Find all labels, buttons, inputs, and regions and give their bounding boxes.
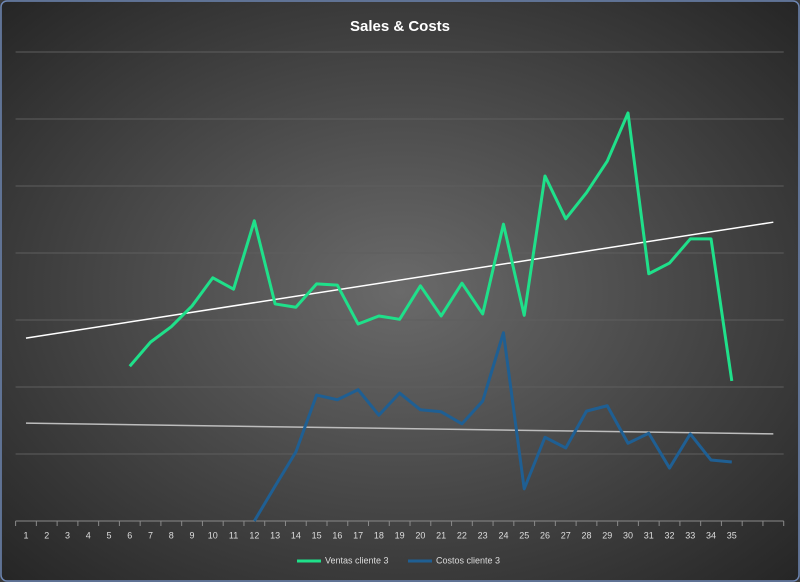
- legend-label: Ventas cliente 3: [325, 555, 389, 565]
- x-tick-label: 18: [374, 530, 384, 540]
- x-tick-label: 14: [291, 530, 301, 540]
- x-tick-label: 11: [229, 530, 238, 540]
- x-tick-label: 35: [727, 530, 737, 540]
- x-tick-label: 9: [190, 530, 195, 540]
- x-tick-label: 21: [436, 530, 446, 540]
- x-tick-label: 20: [415, 530, 425, 540]
- x-tick-label: 4: [86, 530, 91, 540]
- x-tick-label: 10: [208, 530, 218, 540]
- x-tick-label: 23: [478, 530, 488, 540]
- x-tick-label: 30: [623, 530, 633, 540]
- x-tick-label: 29: [602, 530, 612, 540]
- series-line: [253, 331, 732, 522]
- x-tick-label: 16: [332, 530, 342, 540]
- x-tick-label: 15: [312, 530, 322, 540]
- x-tick-label: 1: [23, 530, 28, 540]
- x-tick-label: 13: [270, 530, 280, 540]
- x-tick-label: 24: [498, 530, 508, 540]
- chart-title: Sales & Costs: [350, 18, 450, 35]
- x-tick-label: 25: [519, 530, 529, 540]
- x-tick-label: 5: [107, 530, 112, 540]
- series-line: [128, 111, 734, 382]
- x-tick-label: 34: [706, 530, 716, 540]
- x-tick-label: 32: [665, 530, 675, 540]
- x-tick-label: 26: [540, 530, 550, 540]
- x-tick-label: 31: [644, 530, 654, 540]
- x-tick-label: 2: [44, 530, 49, 540]
- x-tick-label: 12: [249, 530, 259, 540]
- x-tick-label: 33: [685, 530, 695, 540]
- x-tick-label: 7: [148, 530, 153, 540]
- trendline: [25, 221, 774, 339]
- x-tick-label: 17: [353, 530, 363, 540]
- x-tick-label: 3: [65, 530, 70, 540]
- x-tick-label: 19: [395, 530, 405, 540]
- x-tick-label: 27: [561, 530, 571, 540]
- x-tick-label: 22: [457, 530, 467, 540]
- x-tick-label: 28: [581, 530, 591, 540]
- x-tick-label: 8: [169, 530, 174, 540]
- legend-label: Costos cliente 3: [436, 555, 500, 565]
- x-tick-label: 6: [127, 530, 132, 540]
